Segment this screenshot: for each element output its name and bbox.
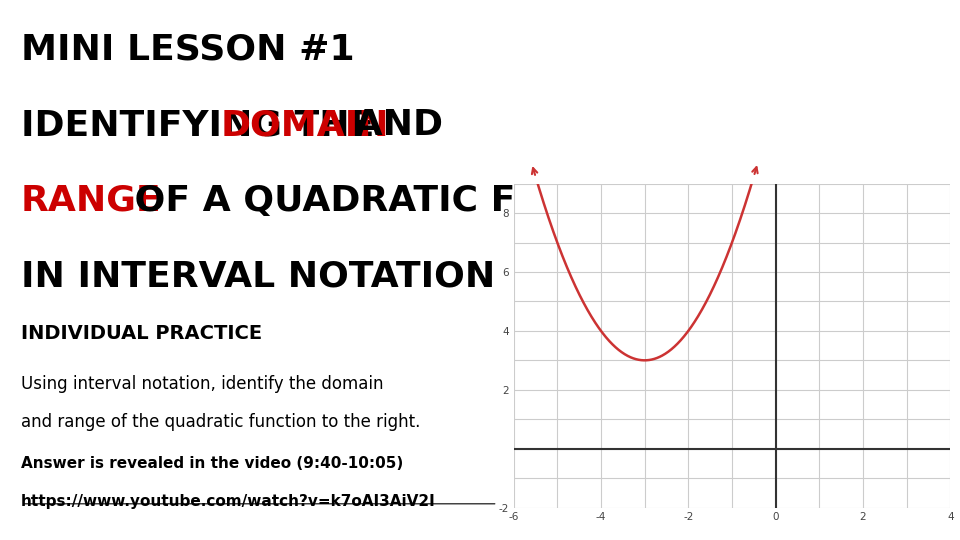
Text: OF A QUADRATIC FUNCTION: OF A QUADRATIC FUNCTION bbox=[122, 184, 701, 218]
Text: RANGE: RANGE bbox=[21, 184, 161, 218]
Text: MINI LESSON #1: MINI LESSON #1 bbox=[21, 32, 354, 66]
Text: AND: AND bbox=[342, 108, 444, 142]
Text: INDIVIDUAL PRACTICE: INDIVIDUAL PRACTICE bbox=[21, 324, 262, 343]
Text: IN INTERVAL NOTATION: IN INTERVAL NOTATION bbox=[21, 259, 495, 293]
Text: and range of the quadratic function to the right.: and range of the quadratic function to t… bbox=[21, 413, 420, 431]
Text: IDENTIFYING THE: IDENTIFYING THE bbox=[21, 108, 387, 142]
Text: Answer is revealed in the video (9:40-10:05): Answer is revealed in the video (9:40-10… bbox=[21, 456, 403, 471]
Text: DOMAIN: DOMAIN bbox=[221, 108, 389, 142]
Text: Using interval notation, identify the domain: Using interval notation, identify the do… bbox=[21, 375, 383, 393]
Text: https://www.youtube.com/watch?v=k7oAI3AiV2I: https://www.youtube.com/watch?v=k7oAI3Ai… bbox=[21, 494, 436, 509]
